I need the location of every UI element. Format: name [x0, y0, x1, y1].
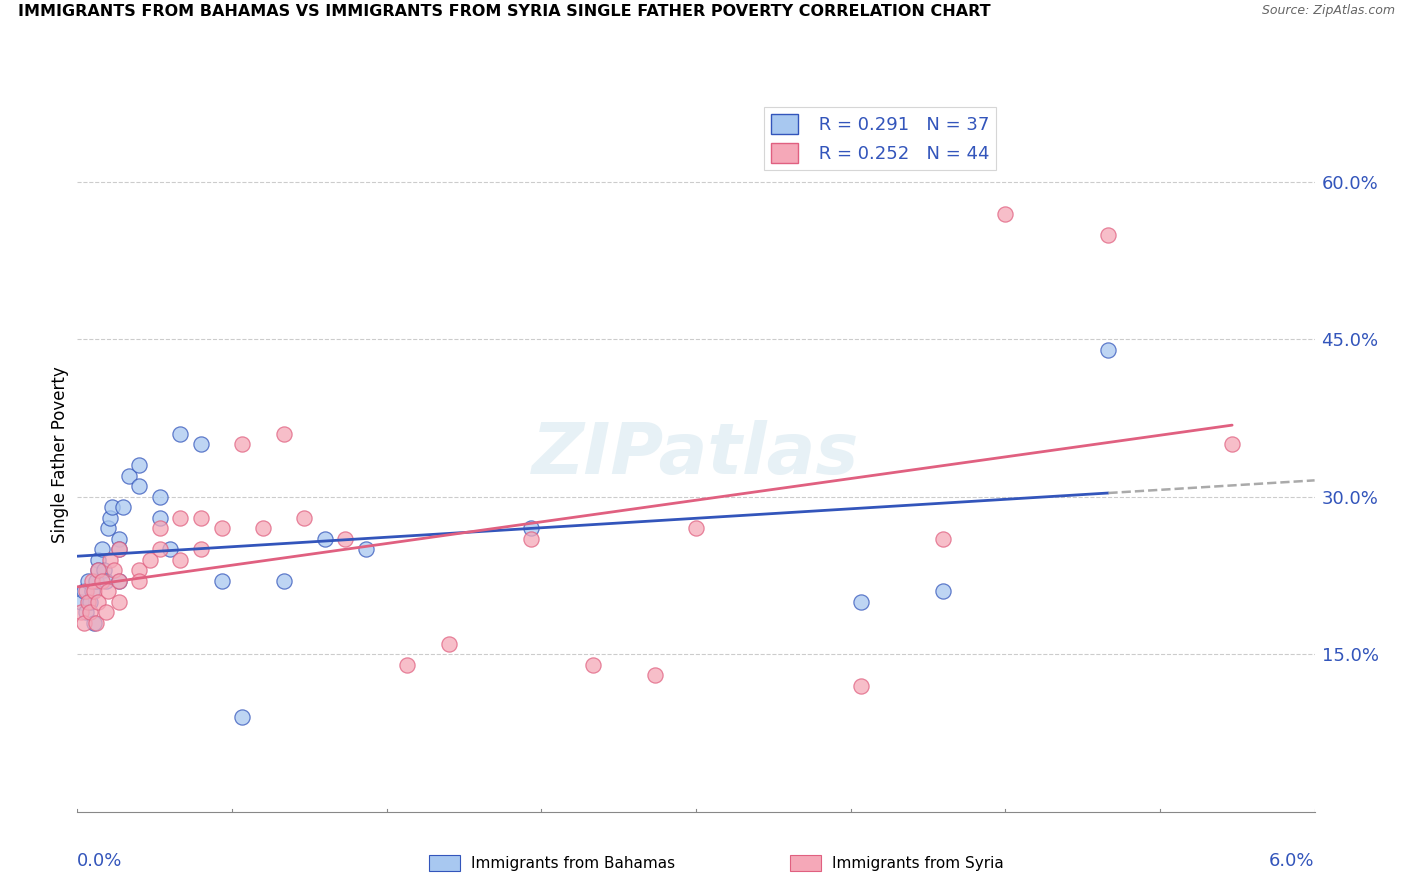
Point: [93, 563, 115, 577]
Point: [190, 511, 212, 525]
Point: [107, 574, 129, 588]
Point: [87, 595, 110, 609]
Point: [273, 426, 295, 441]
Point: [849, 595, 872, 609]
Point: [72, 584, 94, 599]
Text: IMMIGRANTS FROM BAHAMAS VS IMMIGRANTS FROM SYRIA SINGLE FATHER POVERTY CORRELATI: IMMIGRANTS FROM BAHAMAS VS IMMIGRANTS FR…: [18, 4, 991, 20]
Point: [314, 532, 336, 546]
Point: [190, 437, 212, 451]
Point: [149, 542, 172, 557]
Point: [128, 574, 150, 588]
Point: [103, 563, 125, 577]
Point: [107, 595, 129, 609]
Point: [107, 574, 129, 588]
Point: [396, 657, 419, 672]
Text: ZIPatlas: ZIPatlas: [533, 420, 859, 490]
Point: [97, 584, 120, 599]
Point: [169, 511, 191, 525]
Point: [932, 584, 955, 599]
Point: [79, 605, 101, 619]
Point: [70, 605, 93, 619]
Point: [292, 511, 315, 525]
Text: 6.0%: 6.0%: [1270, 852, 1315, 870]
Point: [128, 479, 150, 493]
Point: [97, 521, 120, 535]
Point: [128, 458, 150, 473]
Point: [685, 521, 707, 535]
Point: [83, 615, 105, 630]
Point: [231, 710, 253, 724]
Text: Immigrants from Bahamas: Immigrants from Bahamas: [471, 856, 675, 871]
Point: [72, 615, 94, 630]
Point: [79, 595, 101, 609]
Point: [87, 563, 110, 577]
Point: [149, 521, 172, 535]
Point: [87, 563, 110, 577]
Point: [107, 542, 129, 557]
Point: [335, 532, 357, 546]
Point: [1097, 227, 1119, 242]
Text: 0.0%: 0.0%: [77, 852, 122, 870]
Point: [273, 574, 295, 588]
Point: [932, 532, 955, 546]
Point: [96, 574, 118, 588]
Point: [149, 511, 172, 525]
Point: [76, 595, 98, 609]
Point: [83, 584, 105, 599]
Point: [849, 679, 872, 693]
Point: [211, 521, 233, 535]
Point: [98, 511, 121, 525]
Point: [437, 637, 460, 651]
Point: [159, 542, 181, 557]
Point: [138, 553, 160, 567]
Point: [582, 657, 605, 672]
Point: [128, 563, 150, 577]
Point: [96, 605, 118, 619]
Point: [1097, 343, 1119, 357]
Point: [169, 426, 191, 441]
Point: [1220, 437, 1243, 451]
Point: [107, 542, 129, 557]
Point: [84, 615, 107, 630]
Point: [107, 532, 129, 546]
Point: [252, 521, 274, 535]
Point: [520, 521, 543, 535]
Point: [149, 490, 172, 504]
Y-axis label: Single Father Poverty: Single Father Poverty: [51, 367, 69, 543]
Point: [101, 500, 124, 515]
Point: [644, 668, 666, 682]
Point: [354, 542, 377, 557]
Point: [111, 500, 134, 515]
Legend:  R = 0.291   N = 37,  R = 0.252   N = 44: R = 0.291 N = 37, R = 0.252 N = 44: [763, 107, 997, 170]
Point: [211, 574, 233, 588]
Point: [994, 206, 1017, 220]
Point: [91, 574, 114, 588]
Text: Source: ZipAtlas.com: Source: ZipAtlas.com: [1261, 4, 1395, 18]
Point: [80, 574, 103, 588]
Point: [520, 532, 543, 546]
Point: [91, 542, 114, 557]
Point: [231, 437, 253, 451]
Point: [84, 574, 107, 588]
Point: [98, 553, 121, 567]
Point: [70, 595, 93, 609]
Point: [190, 542, 212, 557]
Point: [169, 553, 191, 567]
Point: [80, 584, 103, 599]
Point: [75, 584, 97, 599]
Point: [76, 574, 98, 588]
Point: [118, 469, 141, 483]
Text: Immigrants from Syria: Immigrants from Syria: [832, 856, 1004, 871]
Point: [75, 605, 97, 619]
Point: [87, 553, 110, 567]
